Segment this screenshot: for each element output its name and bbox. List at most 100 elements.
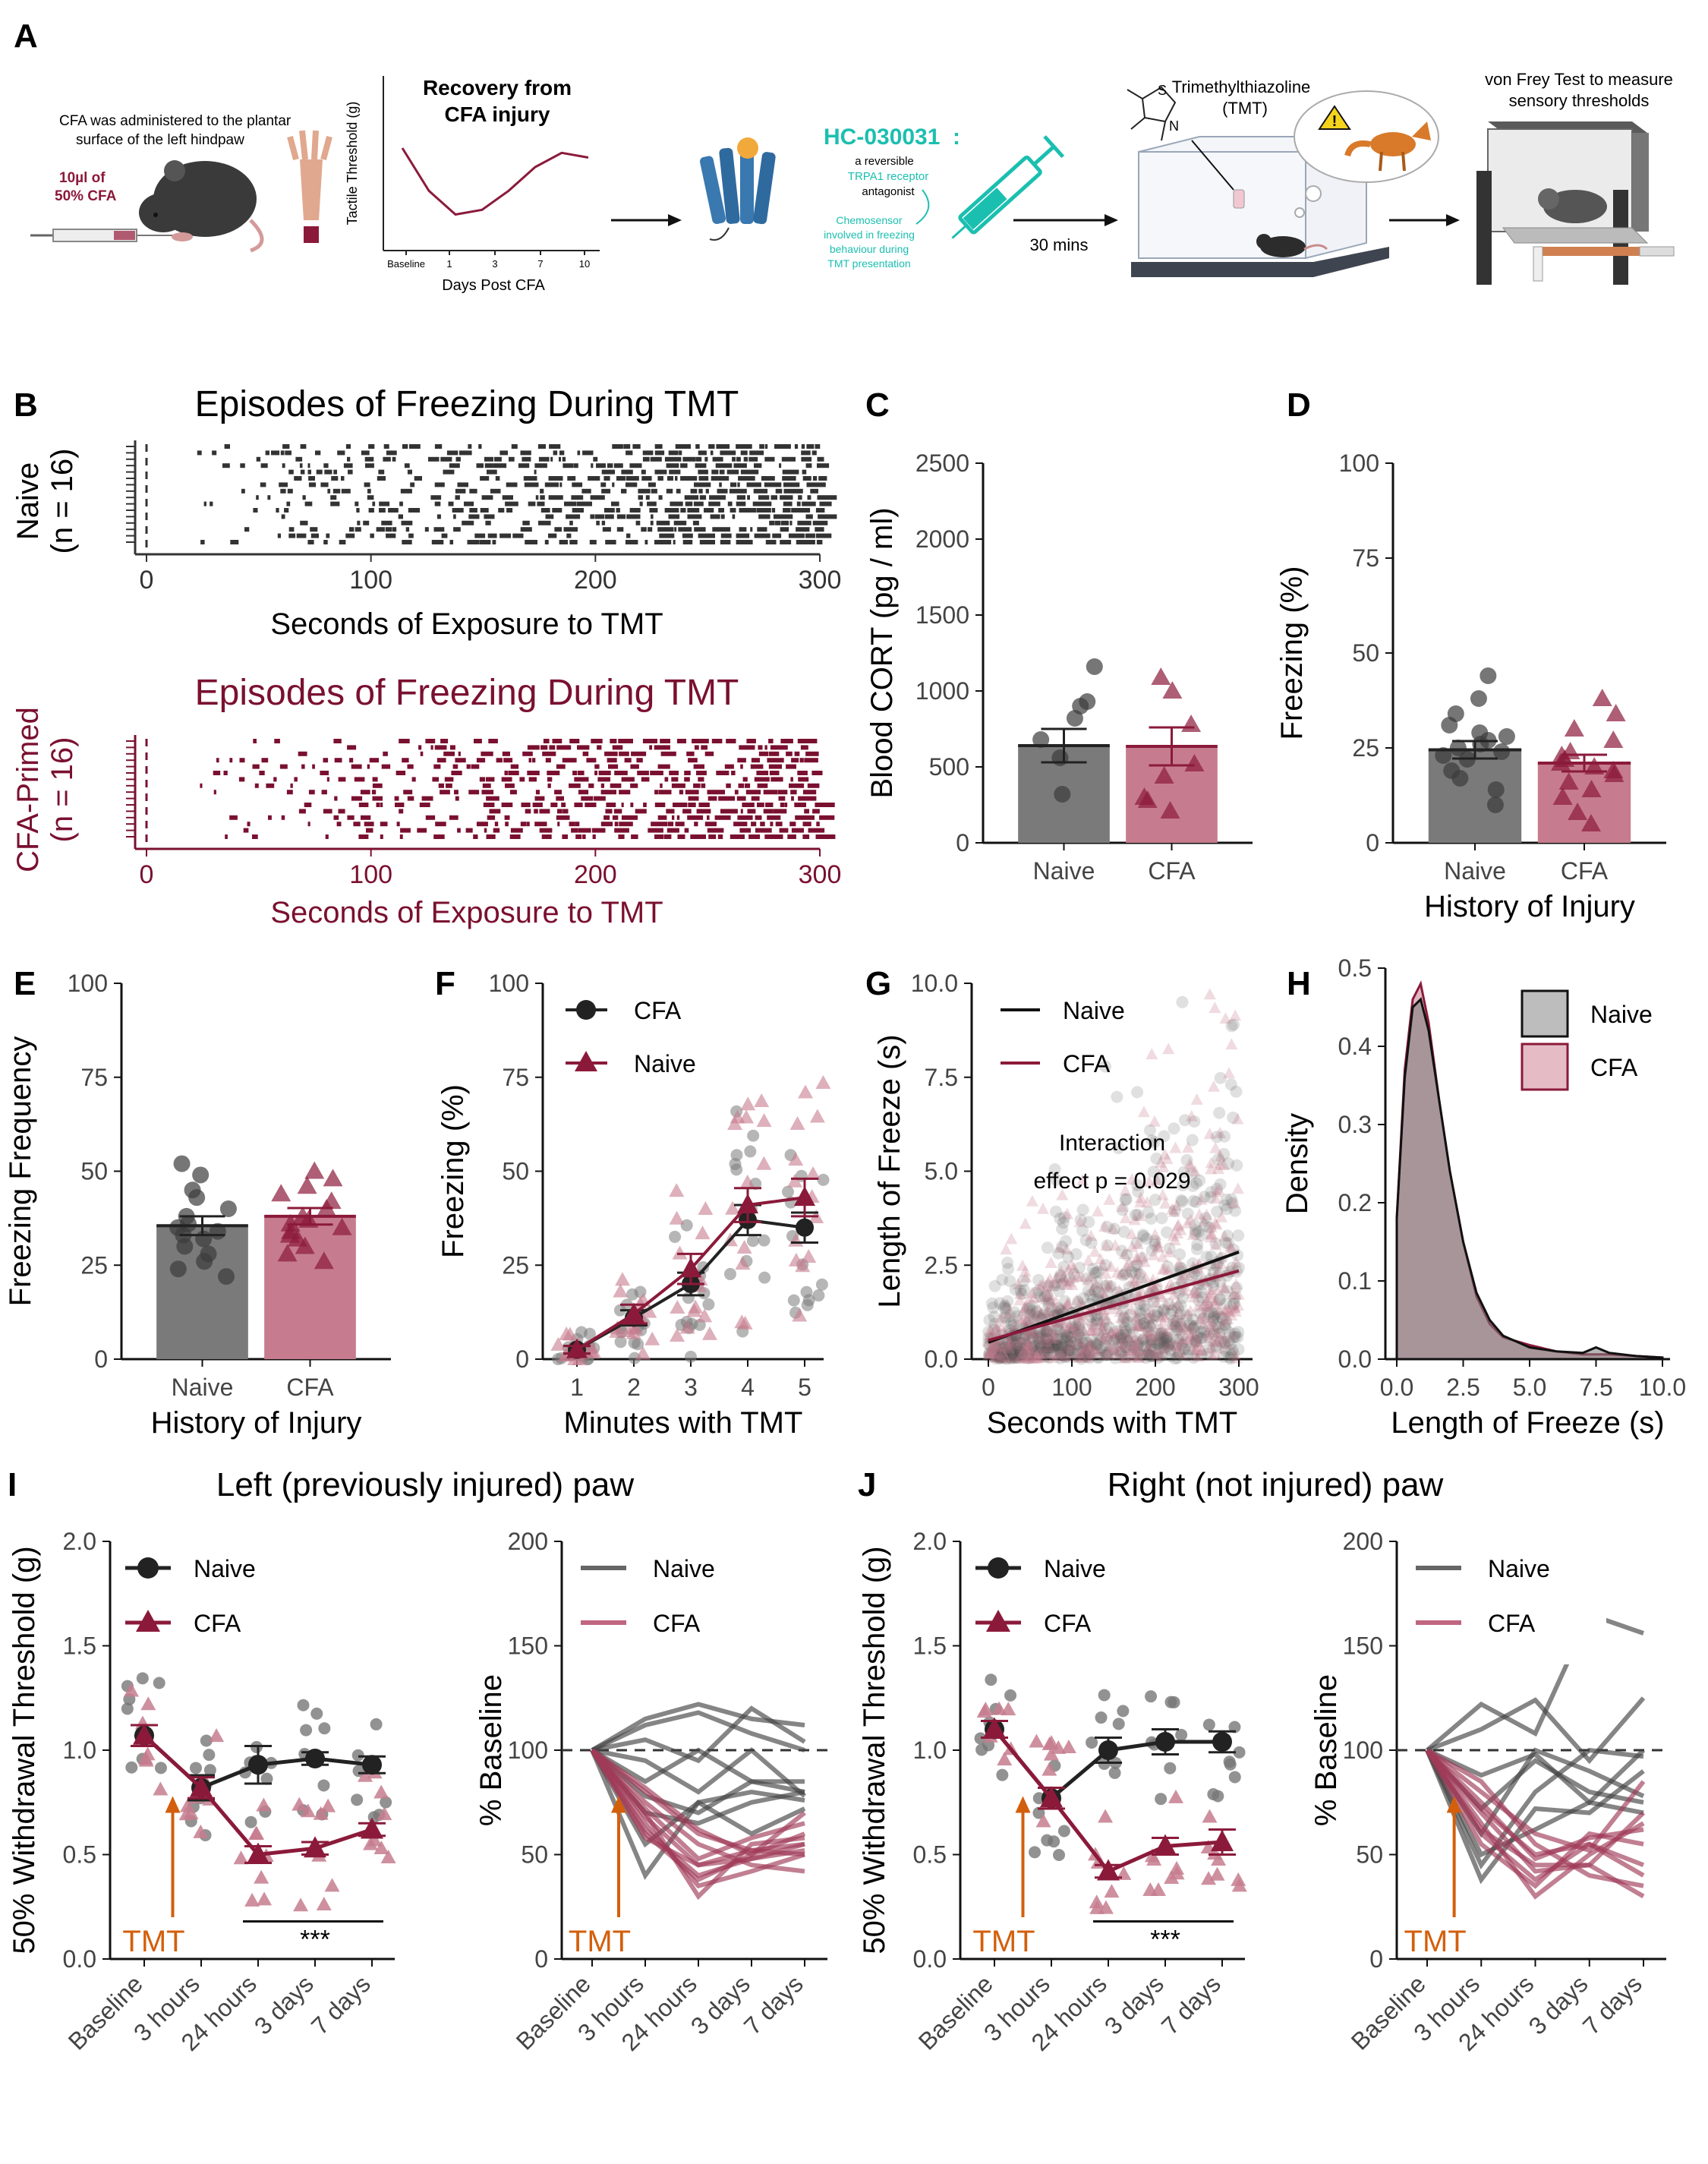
raster-freeze-episode — [664, 508, 679, 513]
raster-freeze-episode — [667, 822, 674, 827]
raster-freeze-episode — [765, 540, 777, 544]
raster-freeze-episode — [282, 463, 285, 468]
data-point — [1004, 1275, 1016, 1288]
raster-freeze-episode — [559, 456, 561, 462]
raster-freeze-episode — [594, 796, 606, 801]
data-point — [1139, 1271, 1152, 1283]
data-point — [1022, 1336, 1035, 1349]
data-point — [1171, 1345, 1183, 1358]
data-point — [1221, 1337, 1234, 1349]
data-point — [1073, 1321, 1086, 1334]
data-point — [1073, 1350, 1086, 1362]
data-point — [1036, 1202, 1049, 1214]
raster-x-tick-label: 300 — [799, 860, 842, 889]
data-point — [153, 1781, 169, 1796]
raster-freeze-episode — [780, 495, 793, 500]
data-point — [1088, 1324, 1101, 1336]
data-point — [1017, 1336, 1030, 1349]
raster-freeze-episode — [489, 809, 501, 814]
data-point — [1231, 1182, 1244, 1194]
data-point — [1128, 1260, 1141, 1273]
data-point — [1174, 1299, 1187, 1312]
raster-freeze-episode — [684, 771, 691, 775]
raster-freeze-episode — [448, 501, 454, 506]
legend-label: CFA — [194, 1610, 241, 1637]
tmt-label: TMT — [122, 1925, 184, 1958]
raster-freeze-episode — [361, 450, 370, 456]
paw-icon — [287, 130, 332, 243]
data-point — [1039, 1331, 1052, 1343]
x-tick-label: Baseline — [511, 1970, 596, 2055]
drug-colon: : — [953, 125, 960, 150]
data-point — [1174, 1333, 1186, 1345]
data-point — [1043, 1348, 1056, 1360]
data-point — [1196, 1309, 1209, 1321]
raster-freeze-episode — [783, 501, 793, 506]
data-point — [1028, 1339, 1041, 1351]
data-point — [1068, 1323, 1081, 1336]
data-point — [1158, 1304, 1171, 1317]
raster-freeze-episode — [636, 758, 643, 763]
data-point — [1230, 1085, 1243, 1098]
data-point — [1048, 1339, 1060, 1351]
data-point — [1026, 1194, 1038, 1207]
data-point — [1146, 1319, 1159, 1331]
data-point — [988, 1323, 1001, 1336]
data-point — [1010, 1339, 1022, 1352]
data-point — [1069, 1320, 1082, 1333]
raster-freeze-episode — [654, 834, 663, 839]
data-point — [1130, 1339, 1142, 1351]
y-tick-label: 0.0 — [925, 1345, 958, 1373]
raster-freeze-episode — [241, 488, 245, 494]
data-point — [1127, 1326, 1139, 1339]
raster-freeze-episode — [802, 790, 817, 795]
data-point — [1086, 1317, 1098, 1330]
raster-freeze-episode — [582, 834, 586, 839]
data-point — [1580, 814, 1601, 831]
data-point — [809, 1109, 825, 1123]
data-point — [1082, 1340, 1094, 1352]
raster-freeze-episode — [740, 450, 748, 456]
data-point — [1213, 1327, 1226, 1340]
data-point — [1155, 1212, 1168, 1225]
data-point — [1058, 1351, 1071, 1364]
x-tick-label: 7 days — [306, 1970, 376, 2039]
data-point — [1007, 1329, 1020, 1341]
raster-freeze-episode — [323, 809, 332, 814]
data-point — [1156, 1308, 1169, 1320]
data-point — [1200, 1208, 1213, 1220]
raster-freeze-episode — [295, 456, 303, 462]
data-point — [1091, 1282, 1104, 1294]
raster-freeze-episode — [563, 809, 569, 814]
data-point — [1451, 770, 1469, 787]
data-point — [1176, 1336, 1189, 1348]
raster-freeze-episode — [648, 828, 663, 833]
data-point — [1179, 1342, 1192, 1355]
raster-freeze-episode — [307, 822, 310, 827]
tmt-label: TMT — [569, 1925, 631, 1958]
data-point — [736, 1240, 752, 1254]
raster-freeze-episode — [455, 488, 466, 494]
data-point — [787, 1294, 800, 1307]
data-point — [1201, 1327, 1214, 1339]
raster-freeze-episode — [547, 771, 560, 775]
data-point — [1149, 1235, 1161, 1248]
data-point — [1000, 1352, 1013, 1365]
raster-freeze-episode — [811, 771, 823, 775]
data-point — [1095, 1711, 1108, 1724]
data-point — [1227, 1349, 1240, 1360]
data-point — [1151, 667, 1171, 685]
raster-freeze-episode — [648, 527, 653, 532]
data-point — [1219, 1303, 1232, 1315]
raster-freeze-episode — [308, 482, 317, 487]
data-point — [1137, 1106, 1150, 1118]
data-point — [218, 1268, 235, 1285]
data-point — [1042, 1333, 1054, 1346]
data-point — [1177, 1284, 1190, 1296]
tmt-molecule-icon: S N — [1127, 83, 1179, 141]
raster-freeze-episode — [720, 450, 736, 456]
data-point — [1085, 1236, 1098, 1249]
raster-freeze-episode — [540, 508, 550, 513]
raster-freeze-episode — [212, 450, 217, 456]
data-point — [1105, 1280, 1117, 1293]
